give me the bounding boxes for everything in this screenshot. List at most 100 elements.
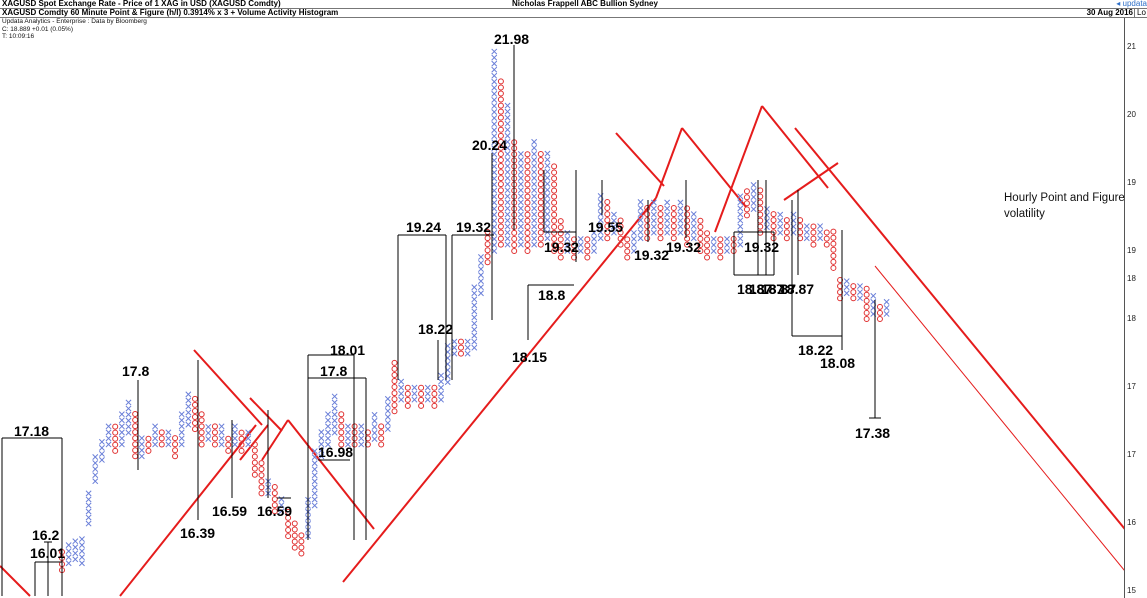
o-box: [863, 303, 870, 310]
x-box: [424, 396, 431, 403]
x-box: [637, 205, 644, 211]
x-box: [544, 205, 551, 211]
x-box: [504, 132, 511, 139]
author-title: Nicholas Frappell ABC Bullion Sydney: [512, 0, 658, 8]
o-box: [497, 120, 504, 127]
o-box: [112, 447, 119, 454]
x-box: [637, 223, 644, 230]
x-box: [344, 441, 351, 448]
x-box: [544, 174, 551, 181]
o-box: [497, 90, 504, 97]
x-box: [325, 429, 331, 436]
x-box: [371, 417, 378, 424]
o-box: [684, 241, 691, 248]
o-box: [524, 187, 531, 194]
x-box: [544, 180, 551, 187]
x-box: [650, 229, 657, 236]
x-box: [737, 229, 744, 236]
o-box: [497, 169, 504, 176]
o-box: [837, 283, 844, 290]
x-box: [358, 441, 365, 448]
x-box: [384, 414, 391, 420]
o-box: [551, 193, 558, 200]
o-box: [524, 193, 531, 200]
x-box: [504, 181, 511, 188]
x-box: [690, 223, 697, 230]
x-box: [438, 396, 445, 403]
x-box: [690, 217, 697, 224]
x-box: [504, 151, 511, 157]
x-box: [564, 248, 571, 254]
o-box: [644, 229, 651, 236]
x-box: [98, 444, 105, 451]
o-box: [497, 217, 504, 224]
x-box: [517, 241, 524, 248]
x-box: [763, 206, 770, 213]
x-box: [72, 544, 79, 551]
o-box: [783, 229, 790, 236]
x-box: [843, 284, 850, 291]
o-box: [823, 235, 830, 242]
x-box: [205, 430, 212, 436]
o-box: [697, 223, 704, 230]
o-box: [551, 199, 558, 206]
x-box: [98, 457, 105, 463]
x-box: [438, 372, 445, 379]
x-box: [803, 235, 810, 242]
x-box: [504, 241, 511, 248]
x-box: [245, 435, 252, 442]
x-box: [451, 350, 458, 357]
o-box: [291, 520, 298, 527]
x-box: [477, 260, 484, 266]
x-box: [318, 435, 325, 442]
x-box: [358, 429, 365, 436]
x-box: [331, 393, 338, 400]
trend-line-15: [794, 127, 1147, 557]
x-box: [591, 248, 597, 254]
x-box: [591, 235, 597, 242]
o-box: [497, 132, 504, 139]
o-box: [524, 241, 531, 248]
o-box: [132, 435, 139, 442]
o-box: [524, 205, 531, 212]
x-box: [371, 436, 378, 442]
o-box: [497, 78, 504, 85]
price-axis[interactable]: 21 20 19 19 18 18 17 17 16 15: [1124, 18, 1147, 598]
x-box: [491, 181, 498, 188]
x-box: [311, 466, 318, 473]
o-box: [697, 248, 704, 255]
axis-tick-label: 19: [1127, 178, 1136, 187]
o-box: [537, 241, 544, 248]
x-box: [763, 212, 770, 219]
x-box: [205, 436, 212, 442]
x-box: [504, 223, 511, 230]
axis-mode-button[interactable]: Lo: [1134, 9, 1147, 17]
o-box: [258, 484, 265, 491]
target-label: 21.98: [494, 31, 529, 47]
o-box: [670, 223, 677, 230]
axis-tick-label: 20: [1127, 110, 1136, 119]
o-box: [557, 230, 564, 237]
o-box: [145, 435, 152, 442]
o-box: [511, 248, 518, 255]
x-box: [65, 548, 72, 555]
o-box: [298, 544, 305, 551]
x-box: [92, 460, 99, 467]
x-box: [637, 199, 644, 205]
o-box: [458, 338, 464, 345]
x-box: [777, 229, 784, 236]
x-box: [531, 223, 538, 230]
x-box: [857, 295, 863, 302]
o-box: [551, 205, 558, 212]
x-box: [398, 378, 405, 385]
o-box: [604, 205, 611, 212]
o-box: [198, 441, 205, 448]
x-box: [471, 338, 478, 345]
o-box: [431, 390, 438, 397]
x-box: [883, 298, 890, 305]
x-box: [72, 538, 79, 545]
o-box: [624, 242, 631, 249]
o-box: [364, 441, 371, 448]
x-box: [138, 453, 145, 460]
